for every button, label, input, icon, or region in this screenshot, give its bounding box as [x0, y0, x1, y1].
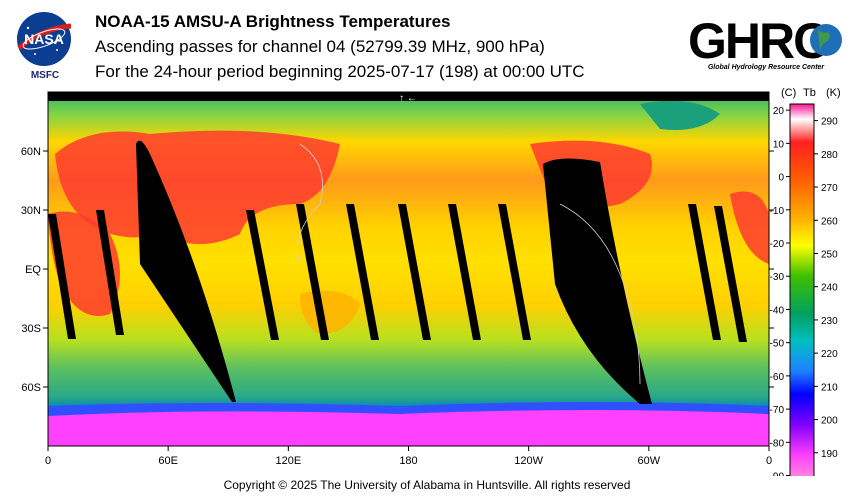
- y-axis-left: 60N 30N EQ 30S 60S: [21, 146, 774, 394]
- missing-swath-12: [714, 206, 747, 342]
- y-tick-label: 30S: [21, 323, 41, 335]
- missing-swath-9: [448, 204, 481, 340]
- colorbar-kelvin-label: 280: [821, 150, 838, 161]
- colorbar-celsius-label: 20: [773, 106, 785, 117]
- y-tick-label: 30N: [21, 205, 41, 217]
- ghrc-globe-icon: GHRC: [688, 13, 842, 69]
- colorbar-celsius-label: -10: [770, 206, 785, 217]
- colorbar-kelvin-label: 290: [821, 117, 838, 128]
- y-tick-label: EQ: [25, 264, 41, 276]
- colorbar: [789, 103, 815, 476]
- colorbar-celsius-label: 10: [773, 139, 785, 150]
- x-axis: 0 60E 120E 180 120W 60W 0: [45, 446, 772, 467]
- missing-swath-10: [498, 204, 531, 340]
- x-tick-label: 0: [45, 455, 51, 467]
- top-missing-band: [48, 92, 769, 101]
- chart-subtitle: Ascending passes for channel 04 (52799.3…: [95, 37, 545, 56]
- msfc-label: MSFC: [30, 70, 60, 81]
- ghrc-wordmark: GHRC: [688, 13, 828, 66]
- coastline: [297, 143, 323, 265]
- x-tick-label: 60E: [158, 455, 178, 467]
- colorbar-kelvin-label: 220: [821, 349, 838, 360]
- nasa-logo: NASA: [13, 10, 75, 68]
- colorbar-celsius-label: -20: [770, 239, 785, 250]
- antarctica-field: [48, 408, 769, 446]
- ghrc-logo: GHRC: [686, 8, 850, 69]
- chart-title: NOAA-15 AMSU-A Brightness Temperatures: [95, 12, 451, 31]
- antarctic-coast-field: [48, 402, 769, 416]
- missing-swath-3: [48, 214, 76, 339]
- colorbar-celsius-label: -90: [770, 472, 785, 476]
- colorbar-kelvin-label: 230: [821, 316, 838, 327]
- colorbar-kelvin-label: 210: [821, 382, 838, 393]
- x-tick-label: 60W: [638, 455, 661, 467]
- colorbar-kelvin-label: 250: [821, 249, 838, 260]
- colorbar-kelvin-label: 190: [821, 449, 838, 460]
- y-tick-label: 60S: [21, 382, 41, 394]
- missing-swath-2: [543, 158, 652, 404]
- colorbar-label-tb: Tb: [803, 87, 816, 99]
- chart-period: For the 24-hour period beginning 2025-07…: [95, 62, 585, 81]
- missing-swath-4: [96, 210, 124, 335]
- missing-swath-5: [246, 210, 279, 340]
- greenland-cool: [640, 100, 720, 130]
- west-africa-warm: [730, 191, 769, 264]
- colorbar-ticks: 2902802702602502402302202102001901802010…: [770, 106, 838, 476]
- colorbar-kelvin-label: 270: [821, 183, 838, 194]
- copyright-text: Copyright © 2025 The University of Alaba…: [223, 478, 631, 492]
- colorbar-celsius-label: -30: [770, 272, 785, 283]
- nasa-wordmark: NASA: [24, 31, 64, 47]
- coastline: [559, 203, 641, 385]
- x-tick-label: 120E: [275, 455, 301, 467]
- colorbar-celsius-label: -80: [770, 438, 785, 449]
- colorbar-label-celsius: (C): [781, 87, 796, 99]
- colorbar-celsius-label: -40: [770, 305, 785, 316]
- colorbar-celsius-label: -60: [770, 372, 785, 383]
- x-tick-label: 120W: [514, 455, 543, 467]
- colorbar-kelvin-label: 260: [821, 216, 838, 227]
- eurasia-africa-warm: [55, 130, 340, 244]
- missing-swath-1: [136, 140, 236, 402]
- colorbar-celsius-label: 0: [778, 173, 784, 184]
- x-tick-label: 180: [399, 455, 417, 467]
- missing-swath-7: [346, 204, 379, 340]
- missing-swath-11: [688, 204, 721, 340]
- colorbar-celsius-label: -70: [770, 405, 785, 416]
- missing-swath-6: [296, 204, 329, 340]
- colorbar-label-kelvin: (K): [826, 87, 841, 99]
- colorbar-celsius-label: -50: [770, 339, 785, 350]
- nasa-meatball-icon: NASA: [17, 12, 72, 66]
- y-tick-label: 60N: [21, 146, 41, 158]
- direction-arrow-icon: ↑ ←: [399, 93, 417, 104]
- colorbar-kelvin-label: 200: [821, 416, 838, 427]
- colorbar-kelvin-label: 240: [821, 283, 838, 294]
- missing-swath-8: [398, 204, 431, 340]
- map-area: [48, 92, 769, 446]
- ghrc-subtitle: Global Hydrology Resource Center: [707, 64, 825, 71]
- map-chart: ↑ ← 0 60E 120E 180 120W 60W 0 60N 30N EQ 30S 60S (…: [21, 87, 841, 476]
- x-tick-label: 0: [766, 455, 772, 467]
